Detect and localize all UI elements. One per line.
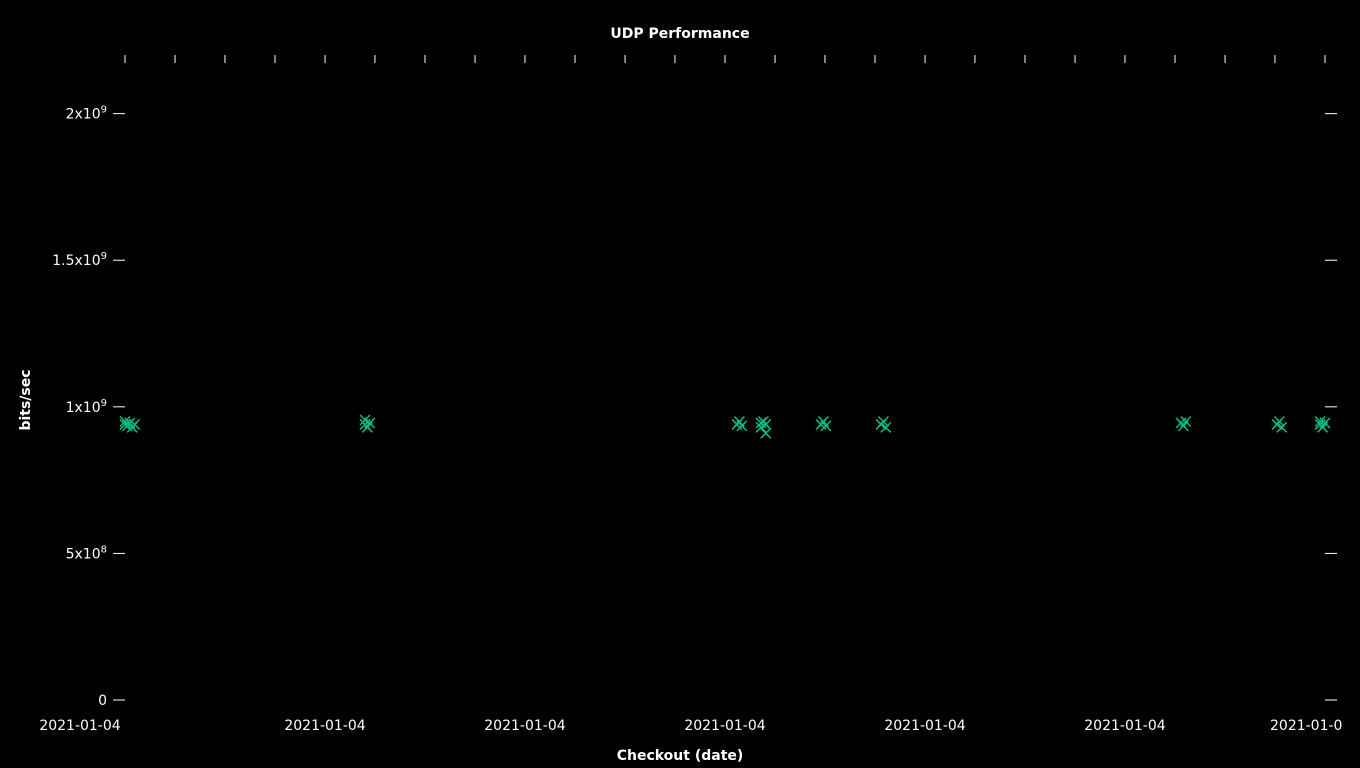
svg-text:1x109: 1x109 <box>66 398 107 416</box>
chart-title: UDP Performance <box>610 26 749 42</box>
svg-text:2021-01-04: 2021-01-04 <box>484 718 565 734</box>
top-minor-ticks <box>125 55 1325 63</box>
y-axis-label: bits/sec <box>18 369 34 430</box>
svg-text:5x108: 5x108 <box>66 544 107 562</box>
y-axis: 0 5x108 1x109 1.5x109 2x109 <box>52 105 125 709</box>
chart-container: UDP Performance 05x1081x1091.5x1092x109 … <box>0 0 1360 768</box>
svg-text:2021-01-04: 2021-01-04 <box>684 718 765 734</box>
svg-text:0: 0 <box>98 693 107 709</box>
svg-text:2021-01-0: 2021-01-0 <box>1270 718 1342 734</box>
y-axis-right-ticks <box>1325 114 1337 700</box>
svg-text:2021-01-04: 2021-01-04 <box>884 718 965 734</box>
x-axis-label: Checkout (date) <box>617 748 744 764</box>
svg-text:2021-01-04: 2021-01-04 <box>39 718 120 734</box>
data-markers <box>120 415 1330 438</box>
svg-text:2021-01-04: 2021-01-04 <box>1084 718 1165 734</box>
x-axis: 2021-01-04 2021-01-04 2021-01-04 2021-01-04… <box>39 718 1342 734</box>
svg-text:1.5x109: 1.5x109 <box>52 251 107 269</box>
svg-text:2021-01-04: 2021-01-04 <box>284 718 365 734</box>
svg-text:2x109: 2x109 <box>66 105 107 123</box>
udp-performance-chart: UDP Performance 05x1081x1091.5x1092x109 … <box>0 0 1360 768</box>
